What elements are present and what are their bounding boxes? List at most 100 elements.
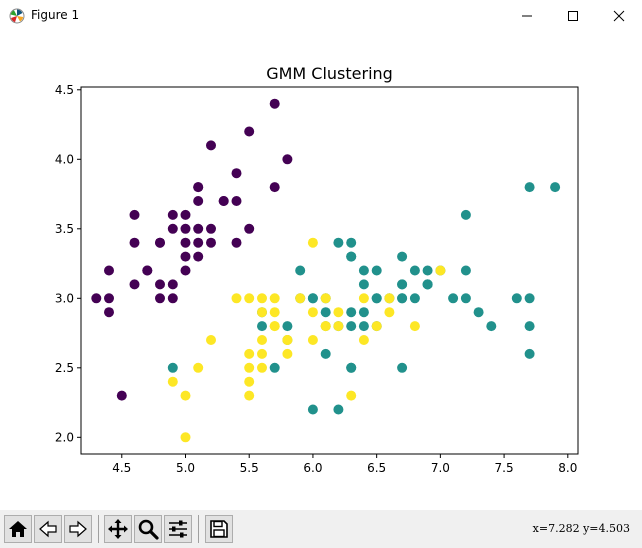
cluster-2-point bbox=[244, 348, 255, 359]
close-icon bbox=[613, 10, 625, 22]
toolbar-separator bbox=[98, 515, 99, 543]
cluster-0-point bbox=[193, 182, 204, 193]
cluster-0-point bbox=[167, 209, 178, 220]
cluster-0-point bbox=[129, 237, 140, 248]
x-ticks: 4.5 5.0 5.5 6.0 6.5 7.0 7.5 8.0 bbox=[112, 454, 577, 475]
cluster-2-point bbox=[358, 335, 369, 345]
cluster-2-point bbox=[269, 293, 280, 304]
zoom-button[interactable] bbox=[134, 515, 162, 543]
cluster-2-point bbox=[269, 307, 280, 318]
cluster-0-point bbox=[155, 237, 165, 248]
cluster-2-point bbox=[307, 237, 318, 248]
cluster-1-point bbox=[397, 293, 408, 304]
close-button[interactable] bbox=[596, 0, 642, 32]
cluster-1-point bbox=[511, 293, 522, 304]
cluster-0-point bbox=[206, 237, 216, 248]
cluster-0-point bbox=[129, 209, 140, 220]
cursor-coordinates: x=7.282 y=4.503 bbox=[532, 522, 630, 535]
x-tick-label: 7.0 bbox=[431, 461, 450, 475]
cluster-1-point bbox=[346, 321, 357, 332]
x-tick-label: 6.5 bbox=[367, 461, 386, 475]
cluster-1-point bbox=[307, 293, 318, 304]
cluster-1-point bbox=[460, 209, 471, 220]
cluster-2-point bbox=[384, 307, 395, 318]
maximize-icon bbox=[568, 11, 578, 21]
y-ticks: 2.0 2.5 3.0 3.5 4.0 4.5 bbox=[55, 83, 81, 444]
toolbar-separator bbox=[198, 515, 199, 543]
window-titlebar: Figure 1 bbox=[0, 0, 642, 32]
navigation-toolbar: x=7.282 y=4.503 bbox=[0, 510, 642, 548]
cluster-2-point bbox=[180, 390, 191, 401]
y-tick-label: 4.0 bbox=[55, 152, 74, 166]
cluster-1-point bbox=[307, 404, 318, 415]
cluster-0-point bbox=[193, 237, 204, 248]
cluster-0-point bbox=[282, 154, 293, 165]
cluster-1-point bbox=[550, 182, 561, 193]
y-tick-label: 3.0 bbox=[55, 291, 74, 305]
cluster-0-point bbox=[206, 140, 216, 151]
cluster-2-point bbox=[295, 293, 306, 304]
pan-move-icon bbox=[108, 519, 128, 539]
cluster-1-point bbox=[460, 293, 471, 304]
zoom-magnifier-icon bbox=[138, 519, 159, 540]
cluster-2-point bbox=[371, 321, 382, 332]
minimize-icon bbox=[522, 15, 532, 17]
cluster-0-point bbox=[269, 182, 280, 193]
forward-button[interactable] bbox=[64, 515, 92, 543]
cluster-0-point bbox=[116, 390, 127, 401]
y-tick-label: 4.5 bbox=[55, 83, 74, 97]
cluster-2-point bbox=[257, 293, 267, 304]
cluster-2-point bbox=[384, 293, 395, 304]
back-button[interactable] bbox=[34, 515, 62, 543]
cluster-2-point bbox=[269, 321, 280, 332]
figure-canvas[interactable]: 4.5 5.0 5.5 6.0 6.5 7.0 7.5 8.0 2.0 2.5 3.0 3.5 4.0… bbox=[0, 32, 642, 510]
configure-subplots-button[interactable] bbox=[164, 515, 192, 543]
cluster-1-point bbox=[409, 265, 420, 276]
cluster-0-point bbox=[155, 293, 165, 304]
cluster-0-point bbox=[180, 265, 191, 276]
cluster-2-point bbox=[206, 335, 216, 345]
cluster-2-point bbox=[257, 362, 267, 373]
cluster-2-point bbox=[244, 293, 255, 304]
cluster-1-point bbox=[524, 321, 535, 332]
cluster-1-point bbox=[397, 251, 408, 262]
cluster-0-point bbox=[167, 293, 178, 304]
save-button[interactable] bbox=[205, 515, 233, 543]
cluster-0-point bbox=[231, 196, 242, 206]
cluster-0-point bbox=[218, 196, 229, 206]
home-button[interactable] bbox=[4, 515, 32, 543]
cluster-2-point bbox=[358, 293, 369, 304]
pan-button[interactable] bbox=[104, 515, 132, 543]
cluster-2-point bbox=[167, 376, 178, 387]
points-layer bbox=[91, 98, 561, 443]
cluster-0-point bbox=[180, 223, 191, 234]
cluster-2-point bbox=[320, 321, 331, 332]
cluster-1-point bbox=[371, 265, 382, 276]
x-tick-label: 6.0 bbox=[303, 461, 322, 475]
cluster-1-point bbox=[473, 307, 484, 318]
cluster-1-point bbox=[422, 279, 433, 290]
x-tick-label: 5.5 bbox=[240, 461, 259, 475]
cluster-0-point bbox=[193, 196, 204, 206]
cluster-2-point bbox=[333, 321, 344, 332]
minimize-button[interactable] bbox=[504, 0, 550, 32]
cluster-2-point bbox=[333, 307, 344, 318]
maximize-button[interactable] bbox=[550, 0, 596, 32]
cluster-1-point bbox=[346, 307, 357, 318]
y-tick-label: 3.5 bbox=[55, 222, 74, 236]
cluster-1-point bbox=[524, 293, 535, 304]
cluster-0-point bbox=[180, 237, 191, 248]
scatter-plot[interactable]: 4.5 5.0 5.5 6.0 6.5 7.0 7.5 8.0 2.0 2.5 3.0 3.5 4.0… bbox=[0, 32, 642, 510]
cluster-2-point bbox=[231, 293, 242, 304]
cluster-2-point bbox=[282, 335, 293, 345]
x-tick-label: 5.0 bbox=[176, 461, 195, 475]
cluster-1-point bbox=[524, 182, 535, 193]
cluster-2-point bbox=[244, 362, 255, 373]
cluster-2-point bbox=[180, 432, 191, 443]
cluster-2-point bbox=[257, 348, 267, 359]
cluster-1-point bbox=[397, 279, 408, 290]
cluster-1-point bbox=[486, 321, 497, 332]
cluster-0-point bbox=[269, 98, 280, 109]
cluster-1-point bbox=[524, 348, 535, 359]
cluster-2-point bbox=[435, 265, 446, 276]
